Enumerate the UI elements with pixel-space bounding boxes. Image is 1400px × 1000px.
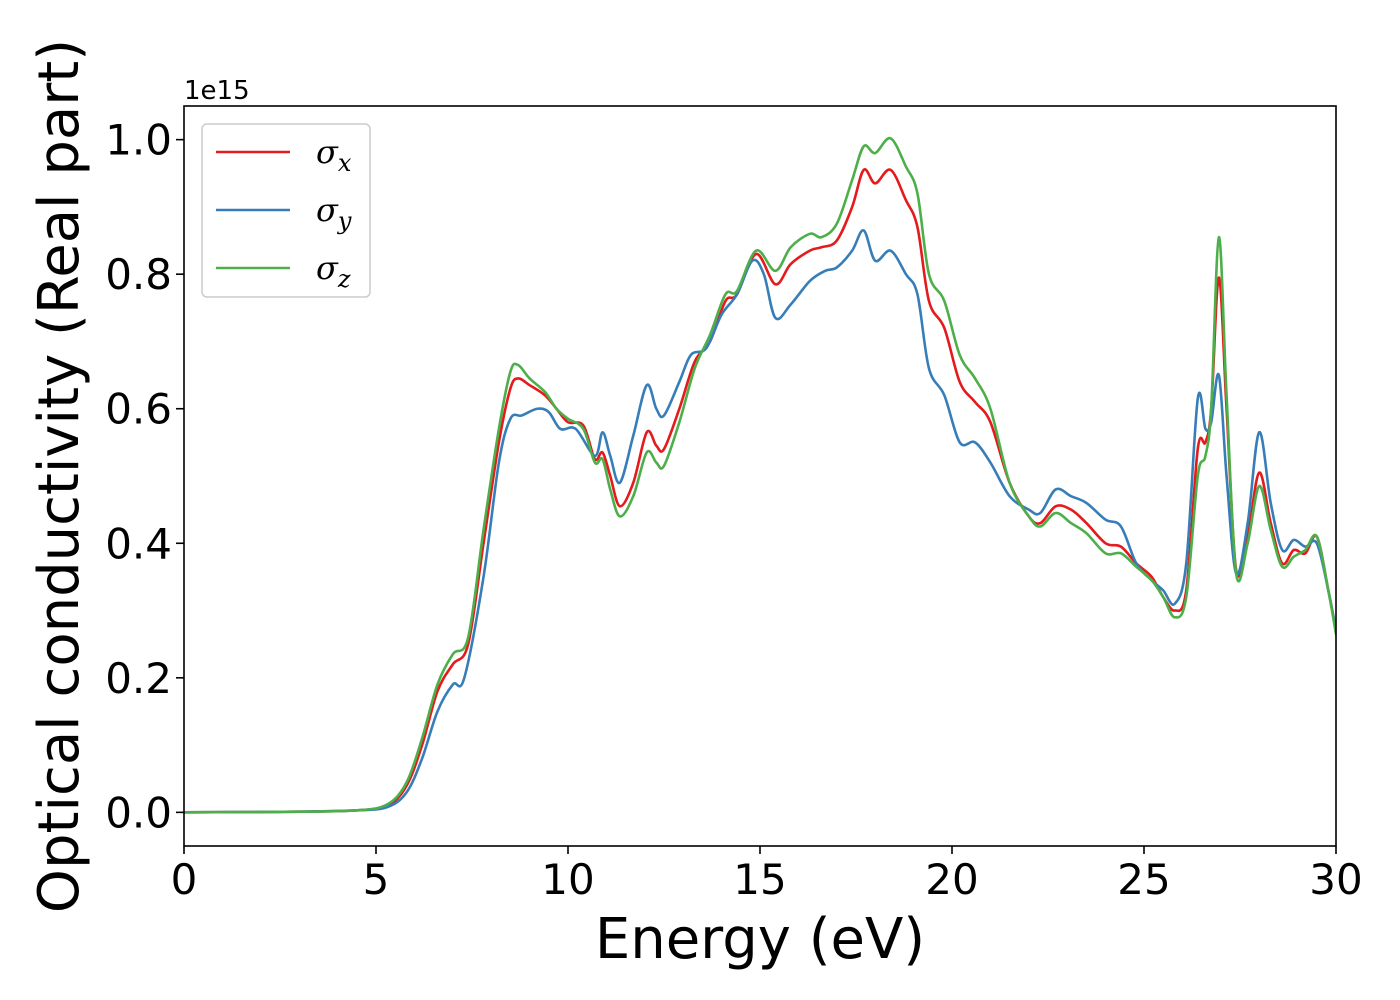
legend-label-x: σx <box>316 133 352 177</box>
legend: σx σy σz <box>201 123 371 298</box>
plot-area <box>183 105 1337 847</box>
x-tick-label: 15 <box>733 855 786 904</box>
y-axis-offset-text: 1e15 <box>184 76 250 106</box>
y-tick-label: 0.0 <box>105 788 172 837</box>
y-tick-label: 0.4 <box>105 519 172 568</box>
y-axis: 0.0 0.2 0.4 0.6 0.8 1.0 <box>105 116 184 837</box>
y-tick-label: 1.0 <box>105 116 172 165</box>
series-line-z <box>184 136 1336 814</box>
x-tick-label: 0 <box>171 855 198 904</box>
x-axis: 0 5 10 15 20 25 30 <box>171 846 1363 904</box>
x-tick-label: 30 <box>1309 855 1362 904</box>
y-axis-label: Optical conductivity (Real part) <box>27 39 92 913</box>
y-tick-label: 0.8 <box>105 250 172 299</box>
y-tick-label: 0.2 <box>105 654 172 703</box>
series-layer <box>184 136 1336 814</box>
legend-label-y: σy <box>316 191 352 235</box>
x-axis-label: Energy (eV) <box>595 907 925 972</box>
x-tick-label: 10 <box>541 855 594 904</box>
y-tick-label: 0.6 <box>105 385 172 434</box>
x-tick-label: 5 <box>363 855 390 904</box>
x-tick-label: 25 <box>1117 855 1170 904</box>
x-tick-label: 20 <box>925 855 978 904</box>
legend-label-z: σz <box>316 249 351 293</box>
